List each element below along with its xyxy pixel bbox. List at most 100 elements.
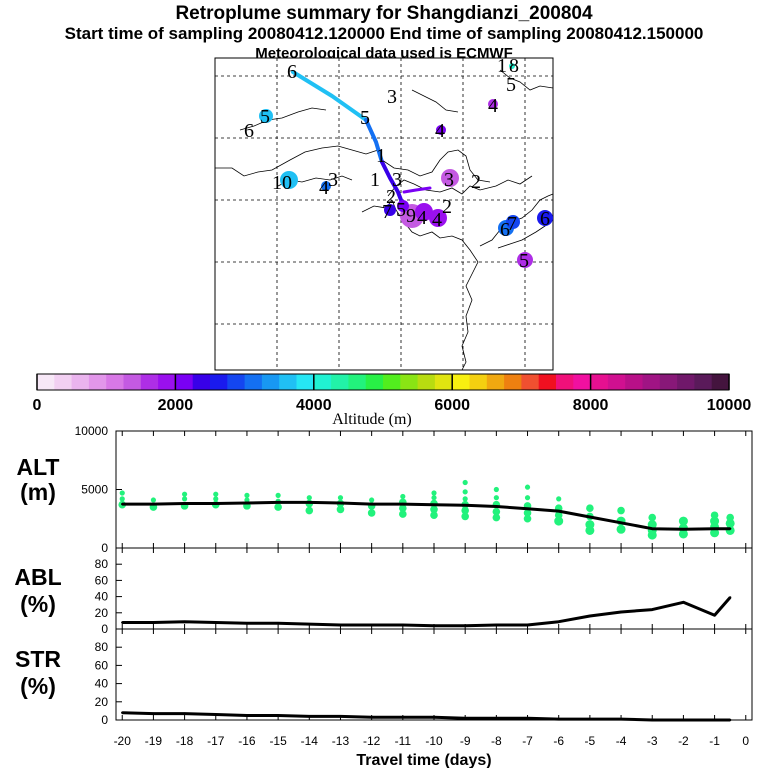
colorbar-swatch [383,374,401,390]
particle-point [430,505,438,514]
map-label: 4 [488,95,498,117]
x-tick-label: -18 [176,734,194,748]
map-label: 6 [540,208,550,230]
series-point [183,502,186,505]
series-point [526,716,529,720]
x-tick-label: -14 [301,734,319,748]
series-point [619,521,623,525]
colorbar-tick-label: 2000 [158,397,194,414]
series-point [588,515,592,519]
colorbar-swatch [365,374,384,390]
particle-point [524,495,531,501]
y-tick-label: 0 [101,622,108,636]
particle-point [337,495,344,501]
panel-label: ABL [14,564,61,590]
series-point [682,718,685,722]
x-tick-label: -12 [363,734,381,748]
colorbar-tick-label: 6000 [434,397,470,414]
centroid-dot [436,125,446,135]
particle-point [275,492,281,498]
colorbar-swatch [37,374,55,390]
series-point [713,718,716,722]
colorbar-swatch [54,374,73,390]
particle-point [119,490,125,496]
particle-point [150,497,157,503]
colorbar-swatch [452,374,471,390]
map-label: 6 [287,61,297,83]
x-tick-label: -6 [553,734,564,748]
colorbar-swatch [192,374,211,390]
centroid-dot [429,209,447,227]
series-point [152,712,155,715]
map-frame [214,57,554,371]
series-point [121,502,124,506]
series-point [495,623,498,627]
series-point [214,713,217,716]
series-line [122,596,732,628]
particle-point [554,511,563,520]
colorbar-swatch [348,374,367,390]
time-series-panels: ALT(m)1000050000ABL(%)806040200STR(%)806… [14,424,753,748]
map-label: 9 [406,205,416,227]
particle-point [462,496,468,502]
colorbar-swatch [279,374,298,390]
particle-point [213,491,219,497]
particle-point [213,496,219,502]
y-tick-label: 0 [101,713,108,727]
particle-point [523,514,532,523]
map-label: 4 [417,207,427,229]
series-point [276,501,280,504]
panel-frame [115,628,753,721]
colorbar-swatch [504,374,522,390]
particle-point [524,484,531,490]
map-label: 4 [319,177,329,199]
particle-point [430,511,438,520]
y-tick-label: 20 [95,606,109,620]
series-point [557,717,560,721]
colorbar-swatch [434,374,453,390]
map-label: 7 [382,201,392,223]
particle-point [586,504,594,513]
plume-centroids [259,63,553,268]
series-point [651,527,654,530]
particle-point [710,516,720,526]
colorbar-swatch [210,374,228,390]
panel-unit: (%) [20,673,56,699]
colorbar-swatch [417,374,436,390]
particle-point [678,516,688,526]
x-axis-label: Travel time (days) [356,752,491,768]
particle-point [399,510,407,518]
map-label: 2 [471,171,481,193]
map-label: 4 [435,120,445,142]
particle-point [492,507,501,516]
map-label: 3 [444,169,454,191]
map-label: 1 [376,145,386,167]
colorbar-swatch [140,374,159,390]
colorbar-tick-label: 10000 [707,397,752,414]
panel-unit: (%) [20,591,56,617]
x-tick-label: -9 [460,734,471,748]
series-point [728,718,732,722]
particle-point [400,493,406,500]
x-tick-label: -4 [616,734,627,748]
particle-point [493,495,499,501]
series-point [401,502,405,506]
colorbar-swatch [486,374,505,390]
map-graticule [215,58,553,370]
colorbar-swatch [711,374,730,390]
colorbar-swatch [261,374,280,390]
panel-label: STR [15,646,61,672]
series-point [526,507,529,511]
series-point [308,501,311,504]
colorbar-swatch [573,374,592,390]
map-label: 5 [519,250,529,272]
centroid-dot [509,63,515,69]
panel-label: ALT [16,454,59,480]
panel-alt: ALT(m) 10000 5000 0 [16,424,753,555]
y-tick-label: 40 [95,677,109,691]
colorbar-swatch [227,374,246,390]
series-line [122,711,731,722]
particle-point [462,489,468,495]
centroid-dot [397,200,409,212]
